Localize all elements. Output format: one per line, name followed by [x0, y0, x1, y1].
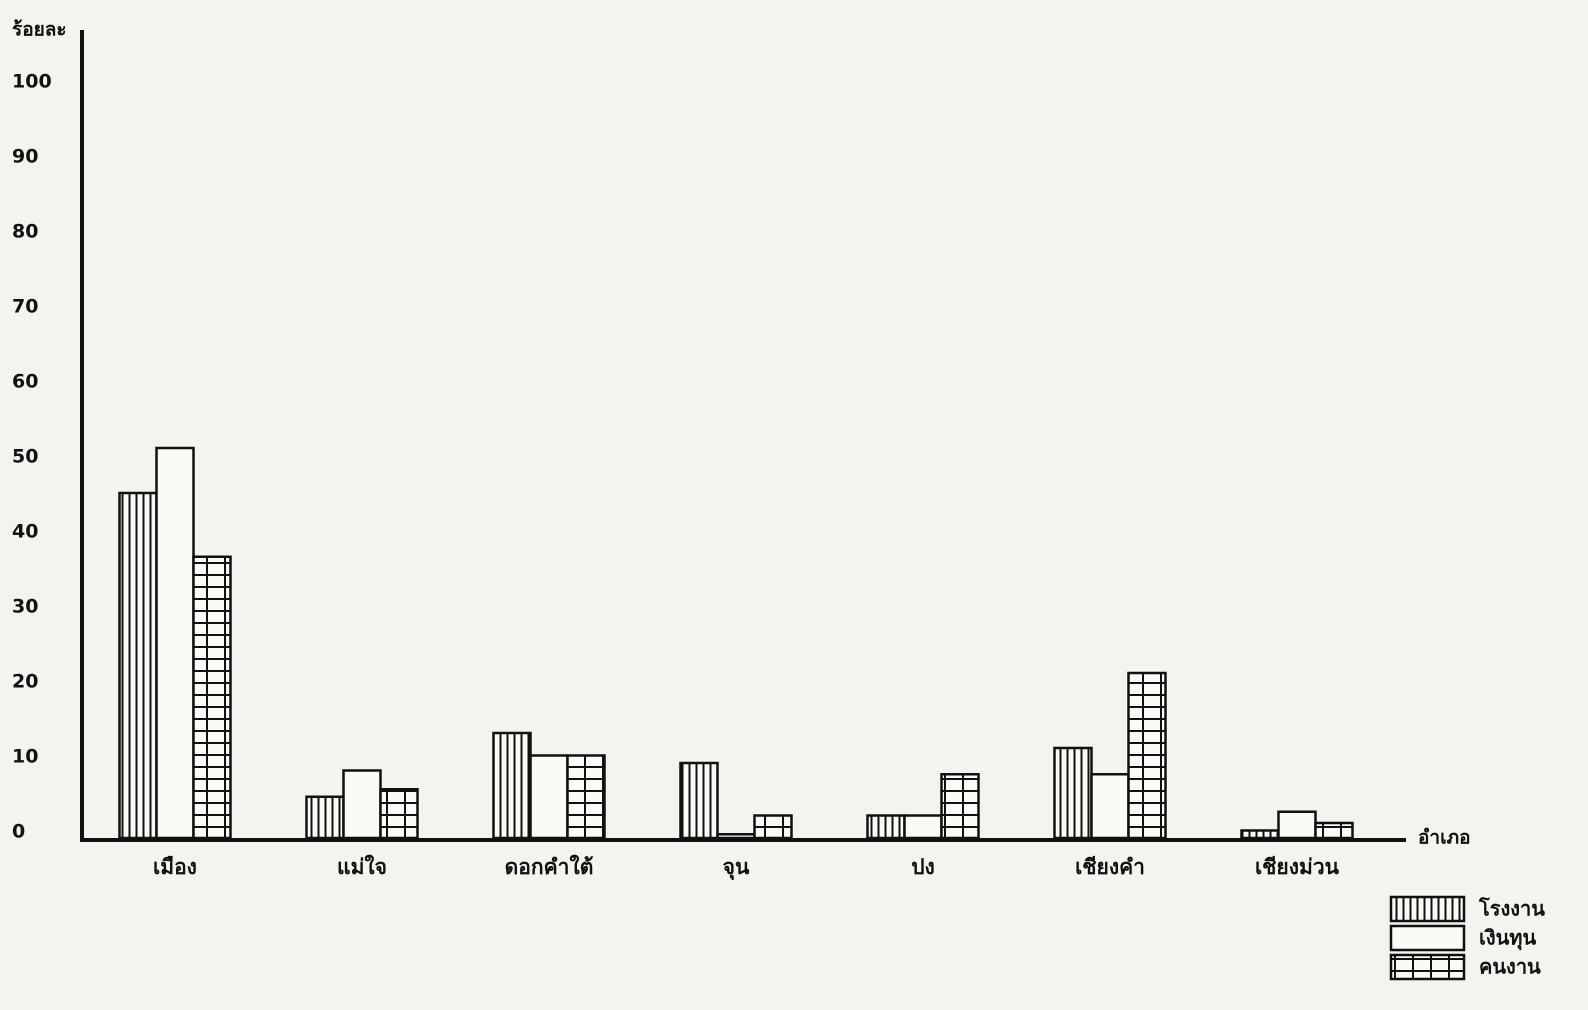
legend-label: โรงงาน: [1478, 897, 1545, 921]
y-tick-label: 20: [12, 671, 38, 693]
bar: [866, 814, 906, 840]
bar: [1127, 671, 1167, 840]
x-tick-label: จุน: [723, 855, 750, 881]
bar: [155, 446, 195, 840]
y-tick-label: 80: [12, 221, 38, 243]
bar: [492, 731, 532, 840]
x-tick-label: แม่ใจ: [337, 854, 387, 879]
bar: [903, 814, 943, 840]
bar: [716, 833, 756, 840]
y-tick-label: 40: [12, 521, 38, 543]
legend-label: เงินทุน: [1479, 926, 1536, 951]
bar: [753, 814, 793, 840]
legend-swatch: [1389, 924, 1466, 952]
bar: [1277, 810, 1317, 840]
y-tick-label: 70: [12, 296, 38, 318]
x-tick-label: ดอกคำใต้: [505, 854, 594, 879]
bar: [118, 491, 158, 840]
y-tick-label: 60: [12, 371, 38, 393]
bar: [192, 555, 232, 840]
legend-label: คนงาน: [1479, 955, 1541, 979]
bar: [1314, 821, 1354, 840]
y-tick-label: 0: [12, 821, 25, 843]
y-tick-label: 100: [12, 71, 52, 93]
y-tick-label: 10: [12, 746, 38, 768]
legend-swatch: [1389, 953, 1466, 981]
x-tick-label: เชียงม่วน: [1255, 855, 1340, 879]
x-tick-label: เชียงคำ: [1075, 855, 1145, 879]
bar: [679, 761, 719, 840]
y-tick-label: 30: [12, 596, 38, 618]
x-tick-label: เมือง: [153, 855, 197, 879]
bar: [566, 754, 606, 840]
y-axis-label: ร้อยละ: [12, 19, 67, 41]
bar: [342, 769, 382, 840]
y-tick-label: 50: [12, 446, 38, 468]
bar: [529, 754, 569, 840]
bar: [1053, 746, 1093, 840]
bar: [1090, 773, 1130, 840]
bar: [305, 795, 345, 840]
legend-swatch: [1389, 895, 1466, 923]
bar: [940, 773, 980, 840]
bar: [379, 788, 419, 840]
bar: [1240, 829, 1280, 840]
x-tick-label: ปง: [911, 855, 935, 879]
y-tick-label: 90: [12, 146, 38, 168]
x-axis-label: อำเภอ: [1418, 827, 1471, 849]
